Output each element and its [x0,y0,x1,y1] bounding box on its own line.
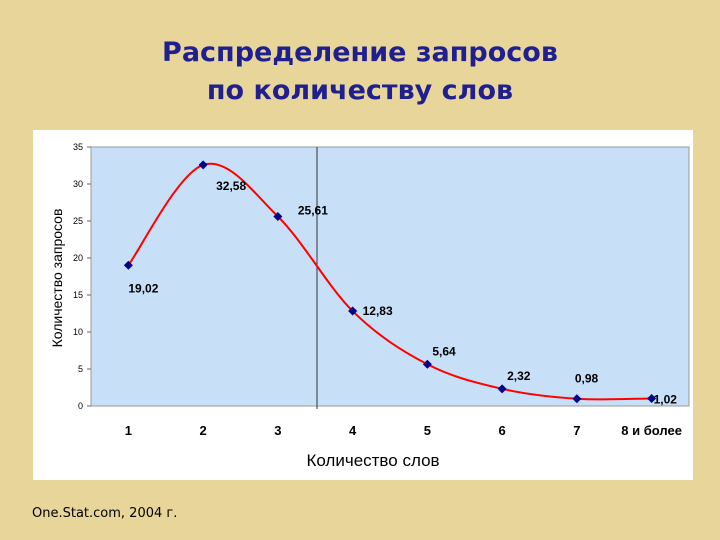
y-tick-label: 20 [73,253,83,263]
x-axis-ticks: 1 2 3 4 5 6 7 8 и более [125,423,682,438]
data-point-marker [273,211,283,221]
y-tick-label: 5 [78,364,83,374]
x-axis-title: Количество слов [306,451,439,470]
y-tick-label: 25 [73,216,83,226]
chart-panel: 0 5 10 15 20 25 30 35 1 2 3 4 5 6 7 8 и более 19,02 32,… [33,130,693,480]
source-note: One.Stat.com, 2004 г. [32,506,178,521]
data-point-marker [572,394,582,404]
data-point-marker [422,359,432,369]
data-label: 12,83 [363,304,393,318]
data-point-marker [497,384,507,394]
x-tick-label: 7 [573,423,580,438]
x-tick-label: 1 [125,423,132,438]
data-label: 25,61 [298,203,328,217]
data-point-marker [348,306,358,316]
data-label: 1,02 [654,392,678,406]
data-label: 19,02 [128,281,158,295]
data-labels: 19,02 32,58 25,61 12,83 5,64 2,32 0,98 1,02 [128,179,677,407]
data-label: 2,32 [507,369,531,383]
x-tick-label: 3 [274,423,281,438]
x-tick-label: 4 [349,423,357,438]
chart-svg: 0 5 10 15 20 25 30 35 1 2 3 4 5 6 7 8 и более 19,02 32,… [49,142,690,470]
y-tick-label: 10 [73,327,83,337]
y-axis-title: Количество запросов [49,209,65,348]
y-tick-label: 30 [73,179,83,189]
data-point-marker [198,160,208,170]
plot-area [90,146,690,407]
y-tick-label: 0 [78,401,83,411]
title-line-1: Распределение запросов [162,37,558,68]
data-label: 0,98 [575,372,599,386]
data-label: 32,58 [216,179,246,193]
x-tick-label: 6 [499,423,506,438]
data-point-marker [647,393,657,403]
data-point-marker [123,260,133,270]
x-tick-label: 2 [200,423,207,438]
title-line-2: по количеству слов [206,75,514,106]
y-tick-label: 15 [73,290,83,300]
slide-title: Распределение запросов по количеству сло… [0,34,720,110]
x-tick-label: 8 и более [621,423,682,438]
y-tick-label: 35 [73,142,83,152]
data-label: 5,64 [432,344,456,358]
series-markers [123,160,657,404]
y-axis-ticks: 0 5 10 15 20 25 30 35 [73,142,91,411]
x-tick-label: 5 [424,423,431,438]
